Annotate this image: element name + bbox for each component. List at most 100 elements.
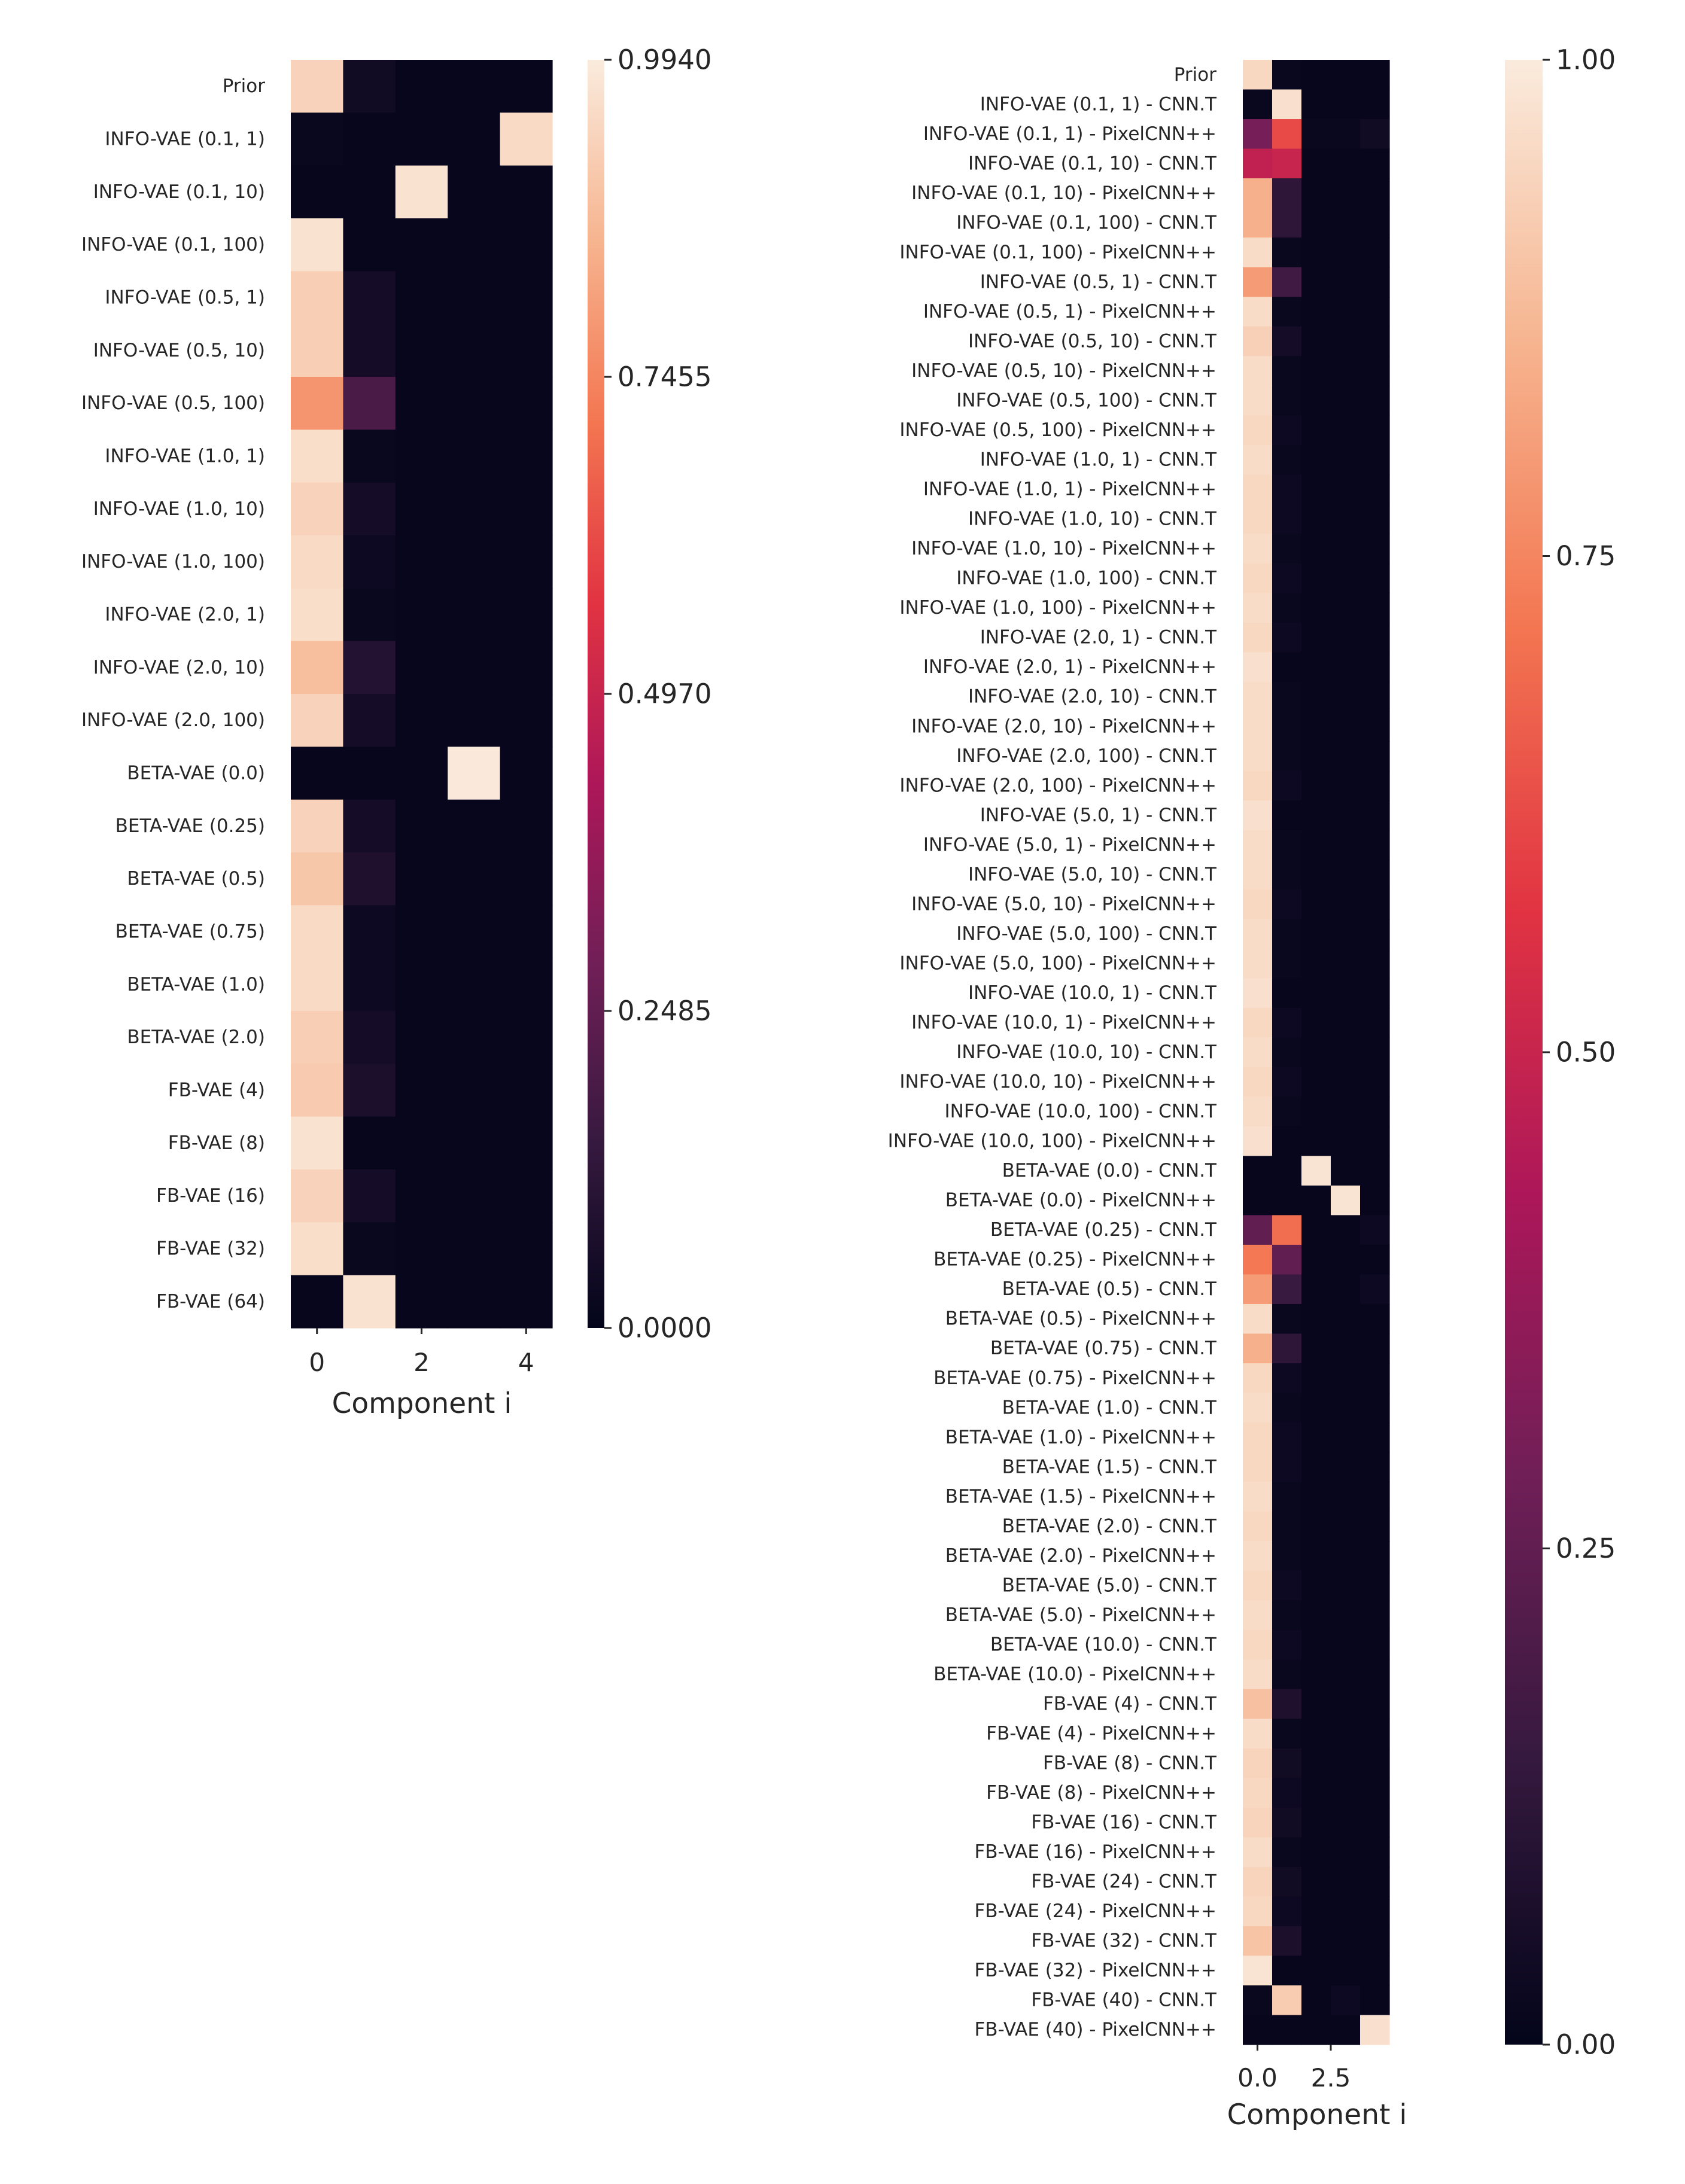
heatmap-cell: [1360, 326, 1390, 357]
heatmap-cell: [500, 324, 553, 377]
heatmap-cell: [1331, 178, 1361, 209]
heatmap-cell: [1331, 1748, 1361, 1778]
heatmap-cell: [395, 1169, 448, 1223]
heatmap-cell: [343, 1275, 396, 1329]
heatmap-cell: [1360, 1511, 1390, 1542]
heatmap-cell: [1301, 385, 1331, 416]
row-label: INFO-VAE (0.5, 100) - CNN.T: [956, 390, 1217, 412]
heatmap-cell: [500, 430, 553, 483]
heatmap-cell: [343, 799, 396, 853]
row-label: FB-VAE (24) - PixelCNN++: [974, 1900, 1216, 1922]
heatmap-cell: [1272, 444, 1302, 475]
heatmap-cell: [1301, 1748, 1331, 1778]
heatmap-cell: [1331, 267, 1361, 297]
heatmap-cell: [1331, 237, 1361, 268]
colorbar-tick-label: 0.0000: [618, 1312, 711, 1344]
row-label: BETA-VAE (1.0) - CNN.T: [1002, 1397, 1217, 1418]
heatmap-cell: [291, 1011, 343, 1064]
heatmap-cell: [1360, 1156, 1390, 1186]
heatmap-cell: [1331, 1985, 1361, 2016]
heatmap-cell: [1360, 1955, 1390, 1986]
heatmap-cell: [291, 852, 343, 906]
row-label: INFO-VAE (1.0, 10) - CNN.T: [968, 508, 1217, 530]
heatmap-cell: [1331, 1482, 1361, 1512]
heatmap-cell: [1272, 1303, 1302, 1335]
row-label: BETA-VAE (0.5) - PixelCNN++: [945, 1308, 1216, 1330]
heatmap-cell: [343, 1222, 396, 1276]
heatmap-cell: [291, 482, 343, 536]
row-label: BETA-VAE (5.0) - CNN.T: [1002, 1574, 1217, 1596]
heatmap-cell: [1301, 1807, 1331, 1838]
heatmap-cell: [1272, 1689, 1302, 1719]
row-label: INFO-VAE (0.1, 1) - CNN.T: [980, 93, 1217, 115]
heatmap-cell: [1272, 1807, 1302, 1838]
heatmap-cell: [1272, 1748, 1302, 1778]
heatmap-cell: [1331, 652, 1361, 683]
heatmap-cell: [1301, 119, 1331, 150]
heatmap-cell: [1301, 1778, 1331, 1808]
colorbar-left: 0.0000 0.2485 0.4970 0.7455 0.9940: [588, 44, 711, 1344]
heatmap-cell: [1301, 178, 1331, 209]
row-label: INFO-VAE (5.0, 1) - CNN.T: [980, 805, 1217, 826]
heatmap-cell: [448, 430, 501, 483]
row-label: INFO-VAE (0.1, 10) - PixelCNN++: [911, 182, 1216, 204]
row-label: BETA-VAE (1.5) - CNN.T: [1002, 1456, 1217, 1478]
heatmap-cell: [1360, 1778, 1390, 1808]
heatmap-cell: [1243, 1748, 1273, 1778]
heatmap-cell: [1272, 1363, 1302, 1394]
row-label: INFO-VAE (2.0, 1) - CNN.T: [980, 627, 1217, 648]
heatmap-cell: [500, 377, 553, 430]
heatmap-cell: [1331, 474, 1361, 505]
heatmap-cell: [1243, 237, 1273, 268]
row-label: INFO-VAE (0.1, 100) - PixelCNN++: [899, 242, 1216, 263]
heatmap-cell: [1243, 1452, 1273, 1482]
heatmap-cell: [500, 1011, 553, 1064]
heatmap-cell: [343, 482, 396, 536]
row-label: BETA-VAE (0.5): [127, 868, 265, 890]
heatmap-cell: [1243, 800, 1273, 831]
heatmap-cell: [1272, 800, 1302, 831]
heatmap-left-x-ticks: 0 2 4: [309, 1328, 534, 1377]
heatmap-cell: [1272, 474, 1302, 505]
heatmap-cell: [1243, 1778, 1273, 1808]
colorbar-tick-label: 0.75: [1556, 540, 1616, 572]
heatmap-cell: [343, 747, 396, 800]
row-label: BETA-VAE (0.25): [115, 815, 265, 837]
heatmap-cell: [448, 165, 501, 219]
heatmap-cell: [1331, 1274, 1361, 1305]
x-tick-label: 4: [518, 1348, 534, 1377]
heatmap-cell: [448, 482, 501, 536]
heatmap-cell: [1331, 1896, 1361, 1927]
heatmap-cell: [1243, 178, 1273, 209]
heatmap-cell: [1331, 711, 1361, 742]
heatmap-cell: [448, 112, 501, 166]
row-label: INFO-VAE (1.0, 1) - PixelCNN++: [923, 479, 1216, 500]
heatmap-cell: [1360, 1866, 1390, 1897]
heatmap-cell: [1243, 1007, 1273, 1038]
heatmap-cell: [1360, 415, 1390, 446]
heatmap-cell: [1301, 1629, 1331, 1660]
heatmap-cell: [1360, 711, 1390, 742]
heatmap-cell: [1360, 1067, 1390, 1097]
heatmap-cell: [1301, 948, 1331, 979]
heatmap-cell: [1360, 1926, 1390, 1957]
heatmap-cell: [1301, 1423, 1331, 1453]
heatmap-cell: [1272, 622, 1302, 653]
heatmap-cell: [1272, 978, 1302, 1009]
row-label: BETA-VAE (0.0): [127, 763, 265, 784]
heatmap-cell: [1360, 800, 1390, 831]
heatmap-cell: [1301, 267, 1331, 297]
heatmap-cell: [1331, 1333, 1361, 1364]
heatmap-cell: [1331, 1629, 1361, 1660]
heatmap-cell: [1243, 148, 1273, 179]
heatmap-cell: [1301, 919, 1331, 949]
heatmap-cell: [1301, 889, 1331, 919]
heatmap-cell: [343, 535, 396, 589]
heatmap-cell: [448, 1011, 501, 1064]
heatmap-cell: [1243, 1303, 1273, 1335]
heatmap-cell: [1360, 208, 1390, 238]
heatmap-cell: [1272, 267, 1302, 297]
heatmap-cell: [1360, 652, 1390, 683]
row-label: INFO-VAE (1.0, 1): [105, 446, 265, 467]
heatmap-cell: [1243, 1896, 1273, 1927]
